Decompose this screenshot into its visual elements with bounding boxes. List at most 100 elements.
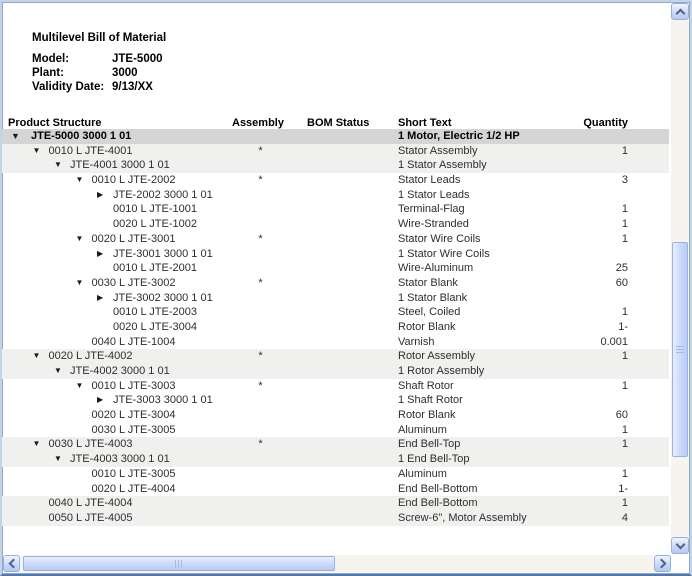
structure-id: JTE-4001 3000 1 01 [70,159,170,172]
structure-id: JTE-5000 3000 1 01 [31,130,132,142]
tree-indent [11,482,76,483]
expand-collapse-icon[interactable]: ▼ [75,233,84,243]
scroll-left-button[interactable] [3,555,20,572]
chevron-up-icon [675,8,685,19]
column-header-row: Product Structure Assembly BOM Status Sh… [2,116,669,130]
short-text-value: Aluminum [398,423,447,436]
horizontal-scroll-thumb[interactable] [23,556,335,571]
quantity-value: 1- [618,320,628,333]
bom-row[interactable]: 0030 L JTE-3005 Aluminum 1 [2,423,669,438]
structure-id: 0040 L JTE-4004 [48,497,133,510]
vertical-scrollbar[interactable] [671,3,689,554]
expand-collapse-icon[interactable]: ▶ [97,189,104,199]
bom-row[interactable]: ▶ JTE-2002 3000 1 01 1 Stator Leads [2,188,669,203]
short-text-value: Rotor Blank [398,320,456,333]
expand-collapse-icon[interactable]: ▼ [75,380,84,390]
expand-collapse-icon[interactable]: ▼ [54,160,62,170]
bom-row[interactable]: 0040 L JTE-1004 Varnish 0.001 [2,335,669,350]
bom-row[interactable]: 0050 L JTE-4005 Screw-6", Motor Assembly… [2,510,669,526]
short-text-value: Varnish [398,335,435,348]
bom-row[interactable]: 0020 L JTE-3004 Rotor Blank 60 [2,408,669,423]
expand-collapse-icon[interactable]: ▼ [75,277,84,287]
scrollbar-corner [671,555,689,572]
vertical-scroll-track[interactable] [671,20,689,537]
tree-indent [11,393,97,394]
bom-row[interactable]: ▼ JTE-4003 3000 1 01 1 End Bell-Top [2,452,669,467]
column-header-quantity: Quantity [583,117,628,129]
structure-id: 0030 L JTE-3002 [91,276,176,289]
vertical-scroll-thumb[interactable] [672,242,688,457]
short-text-value: Terminal-Flag [398,203,465,216]
assembly-indicator: * [258,144,263,157]
bom-row[interactable]: 0020 L JTE-1002 Wire-Stranded 1 [2,217,669,232]
tree-indent [11,158,54,159]
expand-collapse-icon[interactable]: ▼ [54,366,62,375]
expand-collapse-icon [76,467,92,482]
tree-indent [11,144,33,145]
bom-row[interactable]: 0020 L JTE-4004 End Bell-Bottom 1- [2,482,669,497]
horizontal-scrollbar[interactable] [3,555,671,572]
structure-id: JTE-3002 3000 1 01 [113,291,213,304]
validity-date-value: 9/13/XX [112,81,153,93]
structure-cell: 0030 L JTE-3005 [11,423,176,438]
scroll-up-button[interactable] [671,3,689,20]
bom-row[interactable]: ▼ 0020 L JTE-3001 * Stator Wire Coils 1 [2,232,669,247]
model-label: Model: [32,53,70,65]
scroll-down-button[interactable] [671,537,689,554]
expand-collapse-icon[interactable]: ▼ [11,131,20,141]
expand-collapse-icon [97,202,113,217]
chevron-right-icon [656,558,667,569]
bom-row[interactable]: 0010 L JTE-1001 Terminal-Flag 1 [2,202,669,217]
bom-row[interactable]: ▶ JTE-3002 3000 1 01 1 Stator Blank [2,291,669,306]
column-header-bom-status: BOM Status [307,117,370,129]
bom-row[interactable]: 0010 L JTE-2003 Steel, Coiled 1 [2,305,669,320]
expand-collapse-icon[interactable]: ▶ [97,248,104,258]
structure-cell: ▼ JTE-5000 3000 1 01 [11,129,131,144]
expand-collapse-icon[interactable]: ▼ [32,439,41,449]
expand-collapse-icon[interactable]: ▶ [97,395,104,405]
bom-row[interactable]: 0020 L JTE-3004 Rotor Blank 1- [2,320,669,335]
bom-row[interactable]: ▼ 0030 L JTE-3002 * Stator Blank 60 [2,276,669,291]
expand-collapse-icon[interactable]: ▼ [54,454,62,464]
bom-row[interactable]: ▼ JTE-4001 3000 1 01 1 Stator Assembly [2,158,669,174]
short-text-value: End Bell-Bottom [398,497,478,510]
expand-collapse-icon[interactable]: ▼ [75,175,84,185]
expand-collapse-icon [33,511,49,526]
bom-row[interactable]: ▼ 0010 L JTE-3003 * Shaft Rotor 1 [2,379,669,394]
tree-indent [11,173,76,174]
short-text-value: Steel, Coiled [398,306,461,319]
structure-cell: ▶ JTE-2002 3000 1 01 [11,188,213,203]
bom-row[interactable]: ▼ 0030 L JTE-4003 * End Bell-Top 1 [2,437,669,453]
bom-row[interactable]: 0010 L JTE-3005 Aluminum 1 [2,467,669,482]
expand-collapse-icon[interactable]: ▼ [32,145,41,155]
bom-row[interactable]: 0040 L JTE-4004 End Bell-Bottom 1 [2,496,669,511]
expand-collapse-icon[interactable]: ▶ [97,292,104,302]
bom-tree: ▼ JTE-5000 3000 1 01 1 Motor, Electric 1… [2,129,669,526]
assembly-indicator: * [258,350,263,363]
short-text-value: 1 Motor, Electric 1/2 HP [398,130,520,142]
structure-cell: 0040 L JTE-4004 [11,496,133,511]
bom-row[interactable]: ▶ JTE-3001 3000 1 01 1 Stator Wire Coils [2,247,669,262]
bom-row[interactable]: ▼ JTE-5000 3000 1 01 1 Motor, Electric 1… [2,129,669,144]
bom-row[interactable]: ▼ JTE-4002 3000 1 01 1 Rotor Assembly [2,364,669,379]
tree-indent [11,247,97,248]
short-text-value: Stator Wire Coils [398,232,481,245]
bom-row[interactable]: ▶ JTE-3003 3000 1 01 1 Shaft Rotor [2,393,669,408]
structure-cell: ▼ 0010 L JTE-2002 [11,173,176,188]
bom-row[interactable]: 0010 L JTE-2001 Wire-Aluminum 25 [2,261,669,276]
expand-collapse-icon [97,261,113,276]
expand-collapse-icon [76,335,92,350]
structure-id: JTE-4003 3000 1 01 [70,453,170,466]
validity-date-label: Validity Date: [32,81,105,93]
tree-indent [11,511,33,512]
bom-row[interactable]: ▼ 0010 L JTE-4001 * Stator Assembly 1 [2,143,669,159]
expand-collapse-icon[interactable]: ▼ [32,351,41,361]
structure-cell: ▼ 0030 L JTE-3002 [11,276,176,291]
assembly-indicator: * [258,232,263,245]
structure-id: 0010 L JTE-3005 [91,467,176,480]
horizontal-scroll-track[interactable] [20,555,654,572]
scroll-right-button[interactable] [654,555,671,572]
bom-row[interactable]: ▼ 0020 L JTE-4002 * Rotor Assembly 1 [2,349,669,364]
structure-id: 0010 L JTE-2001 [113,262,197,275]
bom-row[interactable]: ▼ 0010 L JTE-2002 * Stator Leads 3 [2,173,669,188]
